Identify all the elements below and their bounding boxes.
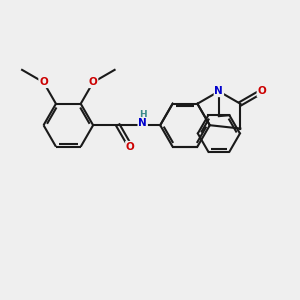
- Text: O: O: [126, 142, 135, 152]
- Text: O: O: [257, 86, 266, 96]
- Text: O: O: [89, 77, 98, 87]
- Text: O: O: [39, 77, 48, 87]
- Text: N: N: [214, 86, 223, 96]
- Text: N: N: [138, 118, 147, 128]
- Text: H: H: [139, 110, 146, 119]
